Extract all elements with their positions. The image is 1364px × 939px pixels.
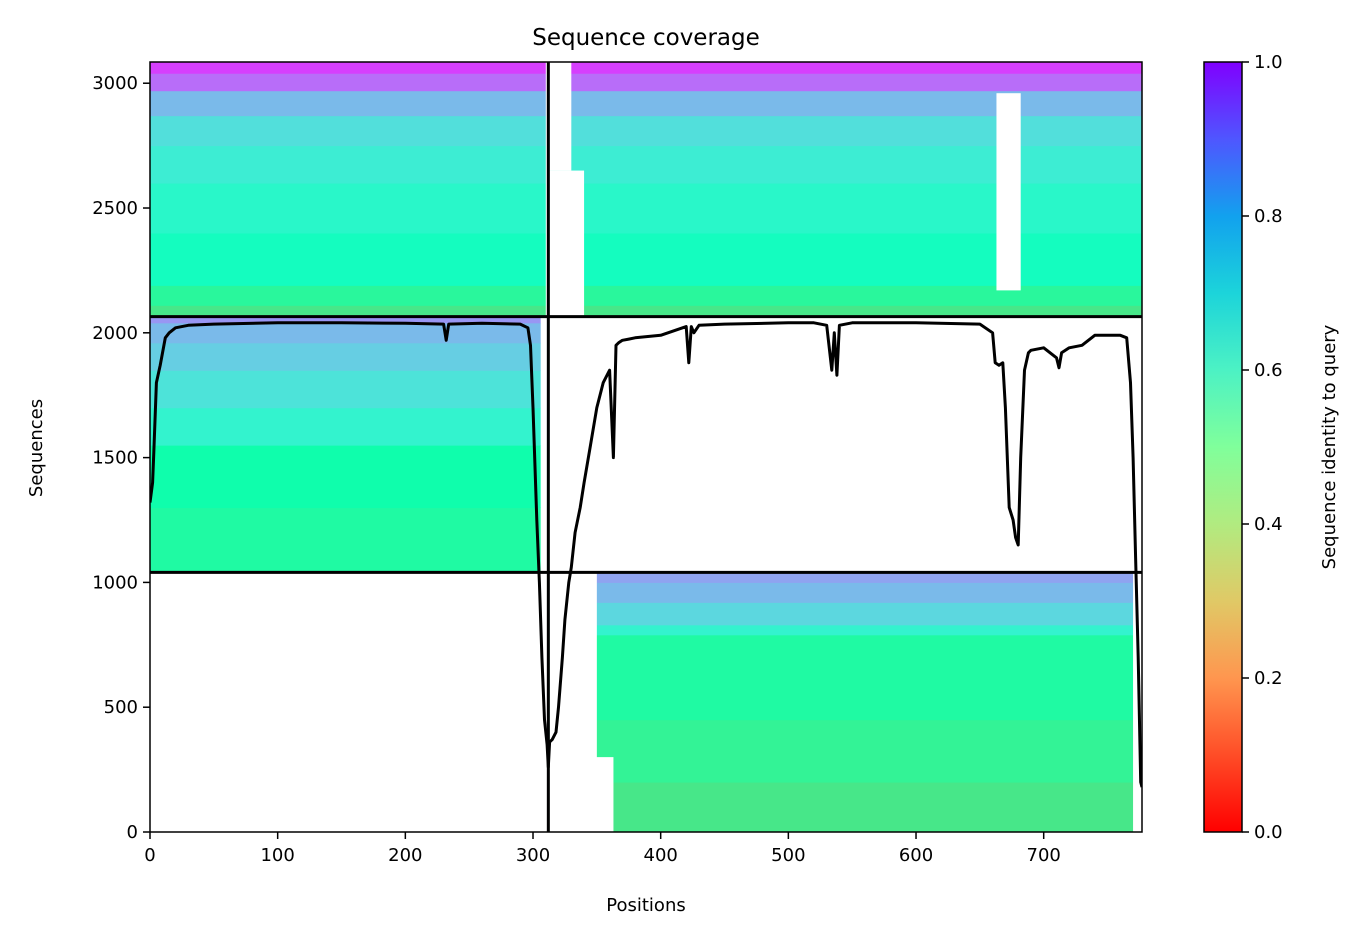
heatmap-band-both_chains	[150, 62, 1142, 74]
x-axis-label: Positions	[606, 895, 685, 916]
x-tick-label: 300	[516, 845, 550, 866]
heatmap-band-chain_A_only	[150, 407, 541, 446]
block-boundary-lines	[150, 62, 1142, 832]
heatmap-band-chain_A_only	[150, 342, 541, 371]
colorbar-bar	[1203, 61, 1243, 833]
heatmap-band-chain_A_only	[150, 316, 541, 324]
heatmap-band-chain_B_only	[548, 582, 1142, 603]
coverage-heatmap	[150, 62, 1142, 832]
coverage-gap	[996, 93, 1021, 291]
heatmap-band-both_chains	[150, 232, 1142, 286]
heatmap-band-chain_A_only	[150, 445, 541, 509]
y-tick-label: 1000	[92, 572, 138, 593]
heatmap-band-both_chains	[150, 90, 1142, 117]
x-tick-label: 400	[644, 845, 678, 866]
y-tick-label: 3000	[92, 73, 138, 94]
x-tick-label: 500	[771, 845, 805, 866]
coverage-gap	[549, 170, 585, 317]
plot-frame	[149, 61, 1143, 833]
coverage-line	[150, 321, 1142, 788]
coverage-gap	[549, 62, 572, 171]
colorbar-tick-label: 0.8	[1254, 206, 1283, 227]
heatmap-band-chain_A_only	[150, 370, 541, 409]
colorbar-tick-label: 0.6	[1254, 360, 1283, 381]
x-tick-label: 600	[899, 845, 933, 866]
y-tick-label: 2000	[92, 323, 138, 344]
colorbar-tick-label: 1.0	[1254, 52, 1283, 73]
y-tick-label: 500	[104, 697, 138, 718]
heatmap-band-both_chains	[150, 183, 1142, 234]
heatmap-band-both_chains	[150, 73, 1142, 92]
x-tick-label: 0	[144, 845, 155, 866]
x-tick-label: 100	[260, 845, 294, 866]
y-tick-label: 0	[127, 822, 138, 843]
heatmap-band-chain_B_only	[548, 719, 1142, 783]
colorbar: 0.0 0.2 0.4 0.6 0.8 1.0 Sequence identity to …	[1203, 52, 1340, 843]
heatmap-band-chain_B_only	[548, 782, 1142, 832]
heatmap-band-chain_A_only	[150, 322, 541, 344]
coverage-gap	[549, 757, 614, 832]
colorbar-label: Sequence identity to query	[1319, 324, 1340, 569]
heatmap-band-both_chains	[150, 115, 1142, 147]
heatmap-band-chain_B_only	[548, 634, 1142, 721]
x-tick-label: 700	[1027, 845, 1061, 866]
heatmap-band-chain_A_only	[150, 507, 541, 573]
heatmap-band-both_chains	[150, 305, 1142, 318]
heatmap-band-chain_B_only	[548, 624, 1142, 636]
heatmap-band-chain_B_only	[548, 572, 1142, 583]
coverage-gap	[1133, 572, 1142, 832]
coverage-gaps	[545, 62, 1142, 832]
colorbar-tick-label: 0.0	[1254, 822, 1283, 843]
y-axis-ticks: 0 500 1000 1500 2000 2500 3000	[92, 73, 150, 843]
colorbar-tick-label: 0.4	[1254, 514, 1283, 535]
heatmap-band-both_chains	[150, 145, 1142, 184]
x-tick-label: 200	[388, 845, 422, 866]
y-tick-label: 2500	[92, 198, 138, 219]
chart-title: Sequence coverage	[532, 25, 760, 51]
colorbar-ticks: 0.0 0.2 0.4 0.6 0.8 1.0	[1242, 52, 1283, 843]
colorbar-tick-label: 0.2	[1254, 668, 1283, 689]
x-axis-ticks: 0 100 200 300 400 500 600 700	[144, 832, 1061, 866]
heatmap-band-both_chains	[150, 285, 1142, 306]
y-tick-label: 1500	[92, 448, 138, 469]
y-axis-label: Sequences	[26, 399, 47, 497]
heatmap-band-chain_B_only	[548, 602, 1142, 626]
